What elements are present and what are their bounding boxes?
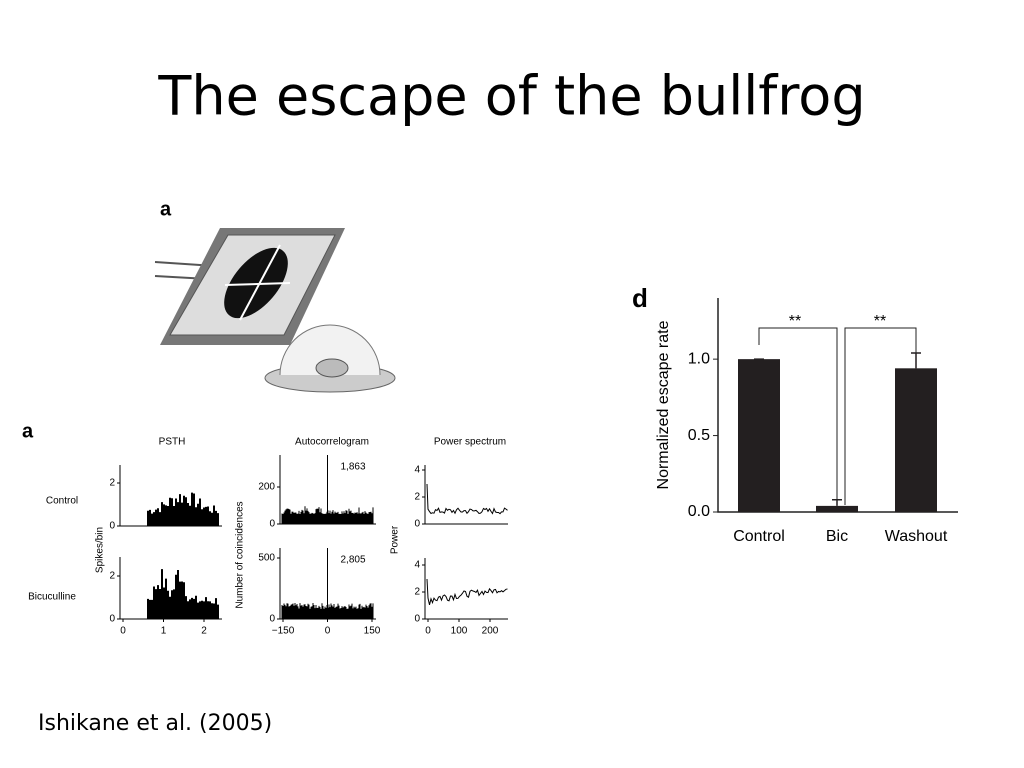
y-tick-label: 2 (414, 587, 420, 598)
y-tick-label: 0 (109, 614, 115, 625)
figure-a: a Control Bicuculline Spikes/bin Number … (22, 420, 508, 637)
error-bar (911, 352, 921, 369)
y-tick-label: 4 (414, 465, 420, 476)
y-tick-label: 0 (414, 614, 420, 625)
trace (147, 569, 219, 619)
x-tick-label: 200 (482, 626, 499, 637)
y-tick-label: 0.5 (688, 427, 710, 444)
trace (426, 578, 508, 605)
trace (147, 492, 219, 526)
y-tick-label: 0 (269, 519, 275, 530)
axes (424, 465, 508, 525)
x-tick-label: Bic (826, 528, 848, 545)
x-tick-label: 0 (425, 626, 431, 637)
bar (738, 359, 780, 512)
x-tick-label: 150 (364, 626, 381, 637)
y-tick-label: 0 (109, 521, 115, 532)
error-bar (832, 499, 842, 506)
y-tick-label: 0 (414, 519, 420, 530)
slide-title: The escape of the bullfrog (157, 65, 865, 128)
panel-title: PSTH (159, 437, 186, 448)
y-tick-label: 0.0 (688, 503, 710, 520)
y-tick-label: 1.0 (688, 350, 710, 367)
x-tick-label: Washout (885, 528, 948, 545)
y-axis-label: Normalized escape rate (655, 320, 672, 489)
y-tick-label: 500 (258, 553, 275, 564)
x-tick-label: 100 (451, 626, 468, 637)
row-label: Bicuculline (28, 592, 76, 603)
panel-label: a (22, 420, 34, 442)
x-tick-label: −150 (272, 626, 295, 637)
trace (281, 455, 374, 524)
y-tick-label: 0 (269, 614, 275, 625)
trace (426, 483, 508, 515)
bar (816, 505, 858, 512)
x-tick-label: 0 (120, 626, 126, 637)
y-tick-label: 2 (109, 571, 115, 582)
panel-label: a (160, 198, 172, 220)
bracket (758, 327, 838, 505)
axes (424, 558, 508, 620)
bracket (844, 327, 917, 505)
citation: Ishikane et al. (2005) (38, 711, 272, 736)
significance: ** (789, 313, 801, 330)
x-tick-label: 2 (201, 626, 207, 637)
panel-label: d (632, 283, 648, 313)
x-tick-label: 1 (161, 626, 167, 637)
y-axis-label: Spikes/bin (95, 527, 106, 573)
x-tick-label: 0 (325, 626, 331, 637)
significance: ** (874, 313, 886, 330)
y-axis-label: Power (390, 525, 401, 554)
chart: d Normalized escape rate ** ** 0.0 0.5 1.0… (632, 283, 958, 545)
bar (895, 368, 937, 512)
row-label: Control (46, 496, 78, 507)
count-label: 1,863 (340, 462, 365, 473)
trace (281, 548, 374, 619)
panel-title: Autocorrelogram (295, 437, 369, 448)
y-axis-label: Number of coincidences (235, 501, 246, 608)
y-tick-label: 4 (414, 560, 420, 571)
panel-title: Power spectrum (434, 437, 506, 448)
y-tick-label: 2 (414, 492, 420, 503)
count-label: 2,805 (340, 555, 365, 566)
y-tick-label: 2 (109, 478, 115, 489)
illustration: a (154, 198, 396, 393)
x-tick-label: Control (733, 528, 785, 545)
y-tick-label: 200 (258, 482, 275, 493)
